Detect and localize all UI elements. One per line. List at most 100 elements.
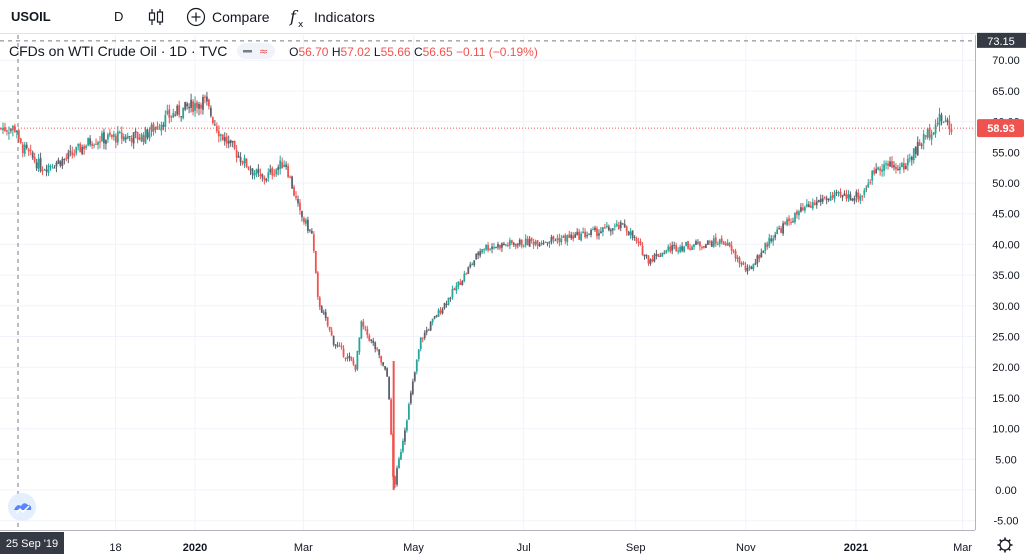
candle-body [950, 128, 953, 133]
ohlc-values: O56.70 H57.02 L55.66 C56.65 −0.11 (−0.19… [289, 45, 538, 59]
indicators-button[interactable]: Indicators [314, 9, 375, 25]
candle-body [194, 103, 196, 111]
candle-body [920, 144, 923, 146]
candle-body [445, 304, 448, 306]
candle-body [79, 143, 82, 153]
candle-body [576, 231, 579, 235]
candle-body [53, 167, 56, 169]
candle-body [235, 150, 238, 158]
candle-body [251, 168, 254, 175]
candle-body [2, 128, 4, 131]
symbol-search-button[interactable]: USOIL [11, 9, 51, 24]
candle-body [388, 377, 390, 400]
candle-body [910, 156, 913, 161]
candle-body [455, 285, 458, 291]
candle-body [598, 233, 600, 236]
candle-body [41, 170, 44, 172]
interval-button[interactable]: D [114, 9, 124, 24]
candle-body [376, 348, 379, 350]
tradingview-logo-icon[interactable] [8, 493, 36, 521]
candle-body [827, 198, 830, 200]
candle-body [514, 243, 517, 247]
candle-body [701, 247, 703, 249]
candle-body [617, 225, 620, 230]
candle-body [281, 162, 284, 169]
candle-body [926, 129, 929, 138]
candle-body [346, 356, 349, 359]
candle-body [215, 126, 218, 132]
settings-gear-icon[interactable] [997, 537, 1013, 553]
candle-body [645, 255, 648, 257]
candle-body [922, 133, 925, 144]
candle-body [520, 239, 523, 246]
candle-body [582, 231, 585, 234]
candle-body [342, 348, 345, 357]
candle-body [237, 155, 240, 158]
candle-body [6, 130, 8, 132]
candles-icon[interactable] [147, 7, 165, 27]
fx-icon[interactable]: f x [289, 7, 309, 29]
candle-body [633, 236, 636, 238]
compare-button[interactable]: Compare [212, 9, 270, 25]
candle-body [140, 134, 143, 142]
candle-body [134, 131, 137, 133]
candle-body [396, 468, 398, 485]
y-tick-label: 50.00 [992, 178, 1020, 190]
x-tick-label: 2020 [183, 542, 207, 554]
candle-body [493, 247, 495, 249]
candle-body [770, 238, 773, 242]
candle-body [318, 297, 321, 307]
candle-body [81, 147, 84, 155]
candle-body [703, 245, 705, 248]
candle-body [609, 229, 612, 232]
legend-toggle-pill[interactable]: ≈ [237, 43, 276, 60]
candle-body [334, 344, 337, 346]
candle-body [77, 144, 80, 147]
candle-body [198, 103, 200, 109]
candle-body [8, 132, 10, 134]
candle-body [31, 152, 34, 158]
candle-body [223, 137, 226, 142]
candle-body [156, 126, 159, 129]
candle-body [643, 254, 646, 257]
candle-body [128, 136, 131, 138]
candle-body [833, 192, 836, 199]
series-title: CFDs on WTI Crude Oil · 1D · TVC [9, 43, 228, 59]
candle-body [831, 195, 834, 198]
candle-body [528, 239, 531, 247]
candle-body [649, 259, 652, 264]
close-value: 56.65 [422, 45, 453, 59]
candle-body [704, 244, 707, 248]
candle-body [706, 240, 709, 245]
candle-body [110, 134, 113, 137]
compare-plus-icon[interactable] [186, 7, 206, 27]
candle-body [946, 119, 949, 123]
y-tick-label: 45.00 [992, 209, 1020, 221]
y-tick-label: 70.00 [992, 55, 1020, 67]
candle-body [800, 207, 802, 212]
candle-body [849, 194, 852, 201]
candle-body [879, 168, 882, 171]
candle-body [107, 134, 109, 140]
candle-body [728, 242, 731, 247]
candle-body [433, 316, 436, 319]
candle-body [780, 228, 783, 233]
candle-body [738, 257, 741, 264]
candle-body [809, 205, 812, 208]
candle-body [776, 229, 779, 235]
candle-body [768, 237, 771, 246]
candle-body [37, 158, 40, 169]
candle-body [180, 116, 183, 118]
candle-body [689, 248, 691, 250]
candle-body [85, 145, 88, 148]
candle-body [574, 234, 577, 238]
candle-body [526, 238, 529, 246]
candle-body [312, 234, 315, 251]
y-tick-label: 10.00 [992, 424, 1020, 436]
y-tick-label: -5.00 [993, 516, 1018, 528]
candle-body [211, 117, 214, 123]
candle-body [25, 144, 28, 149]
candle-body [483, 249, 486, 251]
y-tick-label: 15.00 [992, 393, 1020, 405]
